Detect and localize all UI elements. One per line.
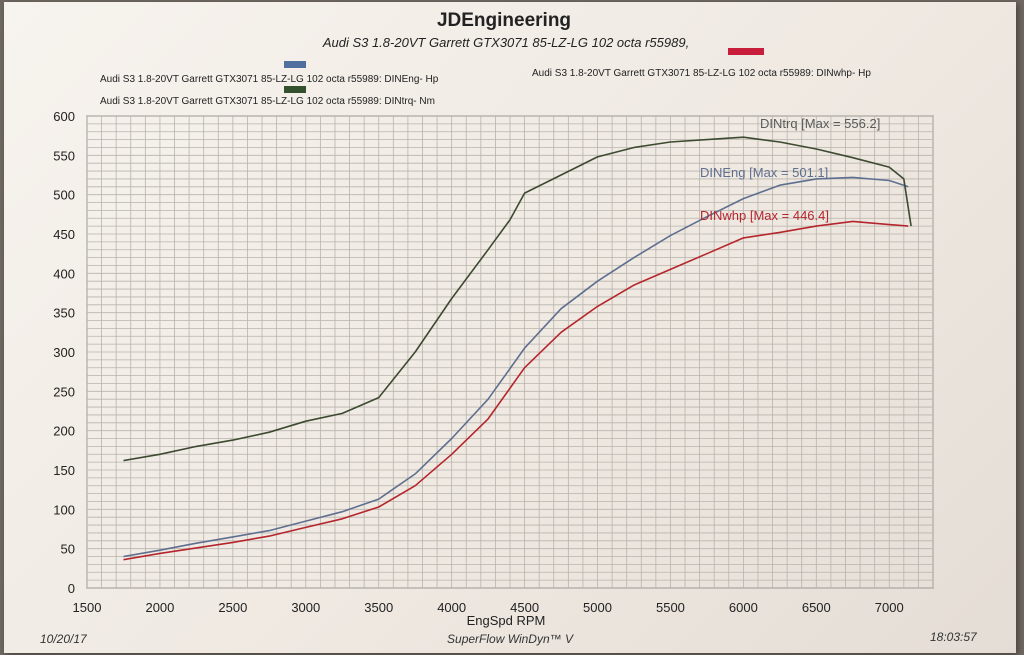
footer-software: SuperFlow WinDyn™ V bbox=[447, 632, 574, 646]
legend-swatch-dinwhp bbox=[728, 48, 764, 55]
x-tick-label: 7000 bbox=[875, 600, 904, 615]
legend-swatch-dintrq bbox=[284, 86, 306, 93]
x-tick-label: 4500 bbox=[510, 600, 539, 615]
x-tick-label: 6000 bbox=[729, 600, 758, 615]
y-tick-label: 400 bbox=[53, 266, 75, 281]
series-line-dineng bbox=[123, 176, 909, 558]
legend: Audi S3 1.8-20VT Garrett GTX3071 85-LZ-L… bbox=[100, 48, 871, 107]
x-axis-label: EngSpd RPM bbox=[467, 613, 546, 628]
x-tick-label: 5500 bbox=[656, 600, 685, 615]
y-tick-label: 600 bbox=[53, 109, 75, 124]
footer-time: 18:03:57 bbox=[930, 630, 978, 644]
chart-title: JDEngineering bbox=[437, 10, 571, 31]
y-tick-label: 0 bbox=[68, 581, 75, 596]
x-tick-label: 1500 bbox=[73, 600, 102, 615]
y-tick-label: 50 bbox=[61, 542, 75, 557]
x-tick-label: 3000 bbox=[291, 600, 320, 615]
y-tick-label: 500 bbox=[53, 188, 75, 203]
x-tick-label: 2000 bbox=[145, 600, 174, 615]
series-line-dinwhp bbox=[123, 220, 909, 561]
x-tick-label: 5000 bbox=[583, 600, 612, 615]
y-tick-label: 200 bbox=[53, 424, 75, 439]
x-tick-label: 4000 bbox=[437, 600, 466, 615]
y-axis-ticks: 0 50 100 150 200 250 300 350 400 450 500 550 600 bbox=[53, 109, 75, 596]
footer-date: 10/20/17 bbox=[40, 632, 88, 646]
gridlines bbox=[86, 115, 934, 589]
chart-subtitle: Audi S3 1.8-20VT Garrett GTX3071 85-LZ-L… bbox=[322, 35, 689, 50]
series-line-dintrq bbox=[123, 136, 912, 462]
y-tick-label: 300 bbox=[53, 345, 75, 360]
y-tick-label: 450 bbox=[53, 227, 75, 242]
y-tick-label: 150 bbox=[53, 463, 75, 478]
x-tick-label: 2500 bbox=[218, 600, 247, 615]
annotation-dinwhp: DINwhp [Max = 446.4] bbox=[700, 208, 829, 223]
legend-label-dinwhp: Audi S3 1.8-20VT Garrett GTX3071 85-LZ-L… bbox=[532, 68, 871, 79]
annotation-dintrq: DINtrq [Max = 556.2] bbox=[760, 116, 880, 131]
x-tick-label: 3500 bbox=[364, 600, 393, 615]
y-tick-label: 350 bbox=[53, 306, 75, 321]
series-lines bbox=[123, 136, 912, 561]
legend-swatch-dineng bbox=[284, 61, 306, 68]
x-tick-label: 6500 bbox=[802, 600, 831, 615]
legend-label-dineng: Audi S3 1.8-20VT Garrett GTX3071 85-LZ-L… bbox=[100, 74, 439, 85]
y-tick-label: 550 bbox=[53, 148, 75, 163]
x-axis-ticks: 1500 2000 2500 3000 3500 4000 4500 5000 5500 6000… bbox=[73, 600, 904, 615]
y-tick-label: 100 bbox=[53, 502, 75, 517]
y-tick-label: 250 bbox=[53, 384, 75, 399]
plot-area: 0 50 100 150 200 250 300 350 400 450 500 550 600 150… bbox=[53, 109, 934, 615]
legend-label-dintrq: Audi S3 1.8-20VT Garrett GTX3071 85-LZ-L… bbox=[100, 96, 435, 107]
annotation-dineng: DINEng [Max = 501.1] bbox=[700, 165, 828, 180]
